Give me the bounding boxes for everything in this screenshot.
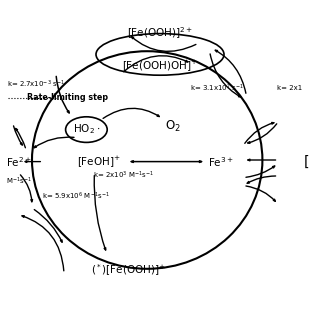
Text: k= 3.1x10$^{7}$ s$^{-1}$: k= 3.1x10$^{7}$ s$^{-1}$ <box>190 82 245 94</box>
Text: k= 5.9x10$^{6}$ M$^{-1}$s$^{-1}$: k= 5.9x10$^{6}$ M$^{-1}$s$^{-1}$ <box>42 191 109 203</box>
Text: $\rm O_2$: $\rm O_2$ <box>165 119 181 134</box>
Text: $\rm Fe^{3+}$: $\rm Fe^{3+}$ <box>208 155 234 169</box>
Text: $\rm[Fe(OOH)]^{2+}$: $\rm[Fe(OOH)]^{2+}$ <box>127 26 193 41</box>
Text: $\rm Fe^{2+}$: $\rm Fe^{2+}$ <box>6 155 32 169</box>
Text: k= 2x10$^{3}$ M$^{-1}$s$^{-1}$: k= 2x10$^{3}$ M$^{-1}$s$^{-1}$ <box>92 169 154 181</box>
Text: $\rm[$: $\rm[$ <box>302 154 309 170</box>
Text: $\rm[FeOH]^{+}$: $\rm[FeOH]^{+}$ <box>77 154 121 169</box>
Text: k= 2.7x10$^{-3}$ s$^{-1}$: k= 2.7x10$^{-3}$ s$^{-1}$ <box>7 79 65 91</box>
Text: $\rm[Fe(OOH)OH]^{+}$: $\rm[Fe(OOH)OH]^{+}$ <box>122 58 198 73</box>
Text: k= 2x1: k= 2x1 <box>277 85 302 91</box>
Text: Rate-limiting step: Rate-limiting step <box>27 93 108 102</box>
Text: M$^{-1}$s$^{-1}$: M$^{-1}$s$^{-1}$ <box>6 176 32 188</box>
Text: $\rm (^*)[Fe(OOH)]^{+}$: $\rm (^*)[Fe(OOH)]^{+}$ <box>91 263 165 278</box>
Text: $\rm HO_2\cdot$: $\rm HO_2\cdot$ <box>73 122 100 136</box>
